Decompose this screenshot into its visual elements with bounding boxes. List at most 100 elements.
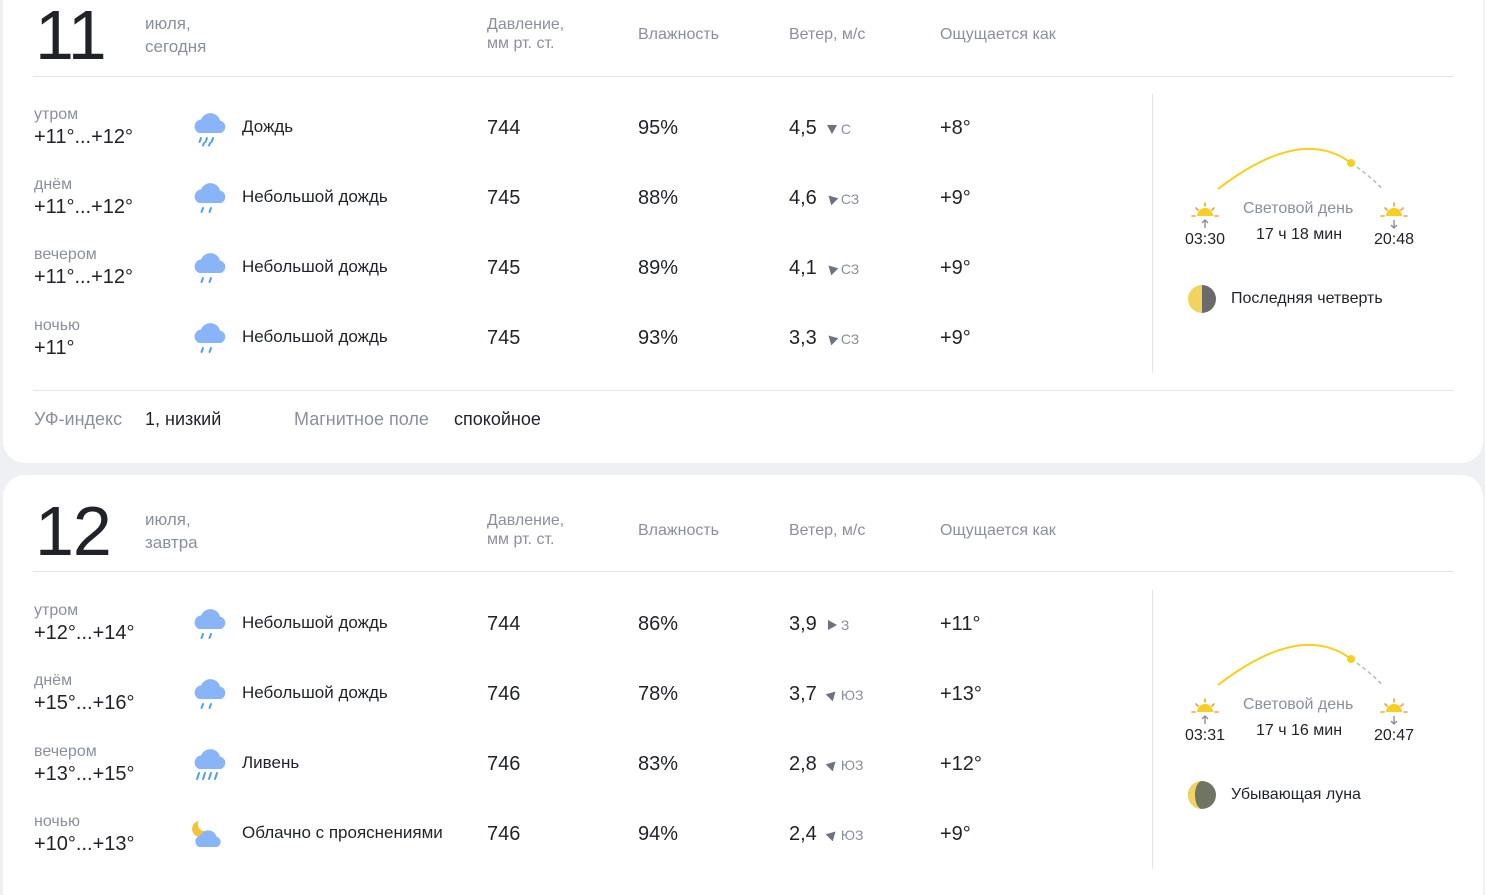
feels-like-value: +9°	[940, 257, 971, 279]
wind-speed: 4,1	[789, 257, 817, 279]
humidity-value: 95%	[638, 117, 679, 139]
temperature: +12°...+14°	[34, 622, 135, 644]
daylight-arc	[1217, 643, 1384, 687]
wind-direction: ЮЗ	[840, 756, 864, 773]
humidity-value: 88%	[638, 187, 679, 209]
sunrise-time: 03:30	[1185, 231, 1226, 248]
humidity-value: 93%	[638, 327, 679, 349]
humidity-value: 86%	[638, 613, 679, 635]
uv-index-label: УФ-индекс	[34, 409, 123, 429]
temperature: +11°...+12°	[34, 196, 134, 218]
temperature: +10°...+13°	[34, 833, 135, 855]
day-number: 12	[35, 492, 112, 570]
moon-phase: Последняя четверть	[1231, 290, 1383, 307]
wind-value: 3,7 ЮЗ	[789, 683, 863, 706]
humidity-value: 89%	[638, 257, 679, 279]
day-part: вечером	[34, 246, 97, 263]
wind-speed: 2,4	[789, 823, 817, 845]
heavy-rain-cloud-icon	[194, 749, 226, 780]
wind-direction: ЮЗ	[840, 686, 864, 703]
wind-direction: СЗ	[840, 330, 860, 347]
pressure-header: Давление, мм рт. ст.	[487, 15, 564, 53]
day-part: днём	[34, 672, 73, 689]
sunset-time: 20:47	[1374, 727, 1415, 744]
humidity-header: Влажность	[638, 26, 720, 43]
wind-value: 3,3 СЗ	[789, 327, 859, 350]
header-divider	[33, 76, 1454, 77]
day-card-today: 11 июля, сегодня Давление, мм рт. ст. Вл…	[3, 0, 1483, 463]
wind-direction: СЗ	[840, 190, 860, 207]
light-rain-cloud-icon	[194, 679, 226, 709]
temperature: +11°	[34, 337, 75, 359]
feels-like-header: Ощущается как	[940, 522, 1056, 539]
wind-arrow-icon	[828, 194, 838, 205]
wind-speed: 3,3	[789, 327, 817, 349]
moon-phase: Убывающая луна	[1231, 786, 1361, 803]
pressure-value: 745	[487, 327, 521, 349]
day-number: 11	[35, 0, 107, 74]
day-part: ночью	[34, 317, 81, 334]
condition: Небольшой дождь	[242, 683, 388, 702]
day-part: утром	[34, 106, 79, 123]
rain-cloud-icon	[194, 113, 226, 147]
day-part: утром	[34, 602, 79, 619]
pressure-header: Давление, мм рт. ст.	[487, 511, 564, 549]
condition: Небольшой дождь	[242, 187, 388, 206]
wind-value: 2,4 ЮЗ	[789, 823, 863, 846]
condition: Облачно с прояснениями	[242, 823, 443, 842]
wind-header: Ветер, м/с	[789, 522, 866, 539]
uv-index-value: 1, низкий	[145, 409, 222, 429]
footer-divider	[33, 390, 1454, 391]
wind-header: Ветер, м/с	[789, 26, 866, 43]
condition: Небольшой дождь	[242, 327, 388, 346]
wind-value: 3,9 З	[789, 613, 849, 636]
astro-divider	[1152, 589, 1153, 869]
pressure-value: 746	[487, 753, 521, 775]
condition: Небольшой дождь	[242, 613, 388, 632]
wind-arrow-icon	[827, 619, 837, 630]
wind-speed: 4,6	[789, 187, 817, 209]
relative-day-label: завтра	[145, 533, 198, 552]
sunset-time: 20:48	[1374, 231, 1415, 248]
wind-arrow-icon	[825, 830, 836, 841]
wind-value: 4,1 СЗ	[789, 257, 859, 280]
month-label: июля,	[145, 510, 191, 529]
daylight-label: Световой день	[1243, 200, 1354, 217]
light-rain-cloud-icon	[194, 253, 226, 283]
daylight-arc	[1217, 147, 1384, 191]
sunrise-icon	[1191, 202, 1219, 228]
feels-like-value: +9°	[940, 187, 971, 209]
moon-waning-icon	[1188, 781, 1216, 809]
wind-arrow-icon	[825, 760, 836, 771]
wind-value: 4,6 СЗ	[789, 187, 859, 210]
light-rain-cloud-icon	[194, 609, 226, 639]
wind-arrow-icon	[826, 124, 837, 134]
feels-like-value: +9°	[940, 327, 971, 349]
wind-direction: З	[840, 616, 850, 633]
temperature: +11°...+12°	[34, 266, 134, 288]
light-rain-cloud-icon	[194, 323, 226, 353]
month-label: июля,	[145, 14, 191, 33]
daylight-duration: 17 ч 18 мин	[1256, 226, 1343, 243]
wind-speed: 3,9	[789, 613, 817, 635]
pressure-value: 745	[487, 187, 521, 209]
feels-like-value: +9°	[940, 823, 971, 845]
wind-arrow-icon	[828, 334, 838, 345]
pressure-value: 746	[487, 823, 521, 845]
pressure-value: 744	[487, 117, 521, 139]
night-cloud-moon-icon	[192, 821, 221, 847]
feels-like-header: Ощущается как	[940, 26, 1056, 43]
humidity-value: 83%	[638, 753, 679, 775]
wind-direction: С	[840, 120, 851, 137]
humidity-value: 78%	[638, 683, 679, 705]
temperature: +11°...+12°	[34, 126, 134, 148]
day-card-tomorrow: 12 июля, завтра Давление, мм рт. ст. Вла…	[3, 475, 1483, 895]
humidity-value: 94%	[638, 823, 679, 845]
relative-day-label: сегодня	[145, 37, 207, 56]
pressure-value: 744	[487, 613, 521, 635]
temperature: +15°...+16°	[34, 692, 135, 714]
day-part: днём	[34, 176, 73, 193]
magnetic-field-value: спокойное	[454, 409, 541, 429]
wind-direction: СЗ	[840, 260, 860, 277]
temperature: +13°...+15°	[34, 763, 135, 785]
